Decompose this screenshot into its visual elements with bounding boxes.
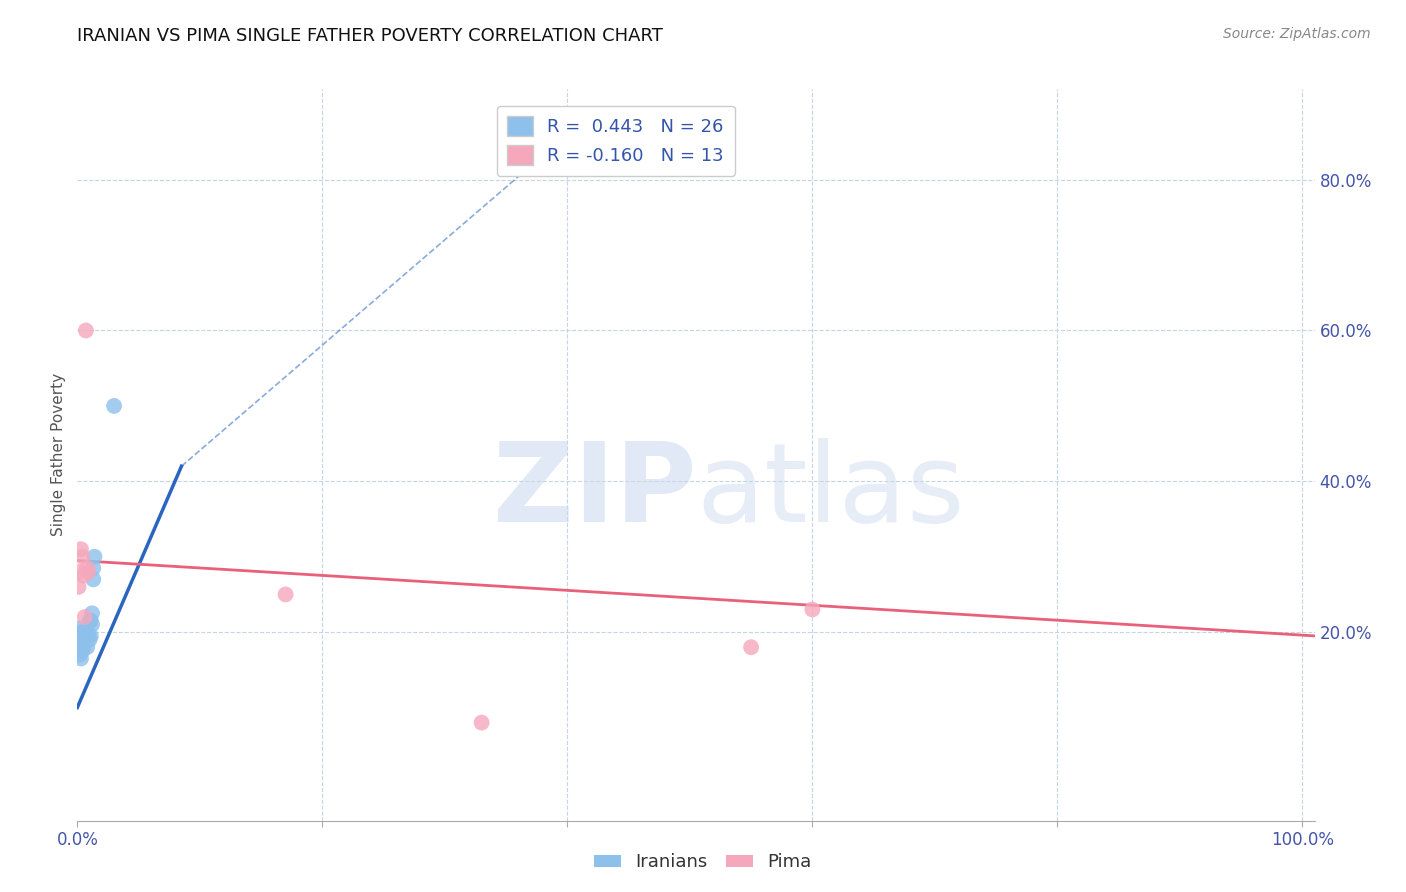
Point [76,625,98,640]
Point [82,572,104,586]
Point [80,607,103,621]
Point [83,549,105,564]
Point [70,651,93,665]
Point [75,629,97,643]
Point [67,580,90,594]
Point [103,399,125,413]
Point [67,629,90,643]
Point [82,561,104,575]
Point [471,715,494,730]
Point [67,644,90,658]
Legend: R =  0.443   N = 26, R = -0.160   N = 13: R = 0.443 N = 26, R = -0.160 N = 13 [496,105,734,176]
Point [80,629,103,643]
Point [70,644,93,658]
Text: ZIP: ZIP [492,438,696,545]
Point [69,565,91,579]
Point [740,640,762,655]
Point [77,629,100,643]
Point [76,640,98,655]
Point [79,632,101,647]
Point [70,629,93,643]
Point [67,636,90,650]
Point [75,324,97,338]
Text: IRANIAN VS PIMA SINGLE FATHER POVERTY CORRELATION CHART: IRANIAN VS PIMA SINGLE FATHER POVERTY CO… [77,27,664,45]
Legend: Iranians, Pima: Iranians, Pima [586,847,820,879]
Point [70,625,93,640]
Text: Source: ZipAtlas.com: Source: ZipAtlas.com [1223,27,1371,41]
Point [801,602,824,616]
Point [73,610,96,624]
Point [72,568,94,582]
Point [73,625,96,640]
Point [79,614,101,628]
Point [69,632,91,647]
Point [69,621,91,635]
Y-axis label: Single Father Poverty: Single Father Poverty [51,374,66,536]
Point [69,648,91,662]
Point [72,640,94,655]
Point [274,587,297,601]
Point [70,549,93,564]
Text: atlas: atlas [696,438,965,545]
Point [76,561,98,575]
Point [80,617,103,632]
Point [70,542,93,557]
Point [77,565,100,579]
Point [80,614,103,628]
